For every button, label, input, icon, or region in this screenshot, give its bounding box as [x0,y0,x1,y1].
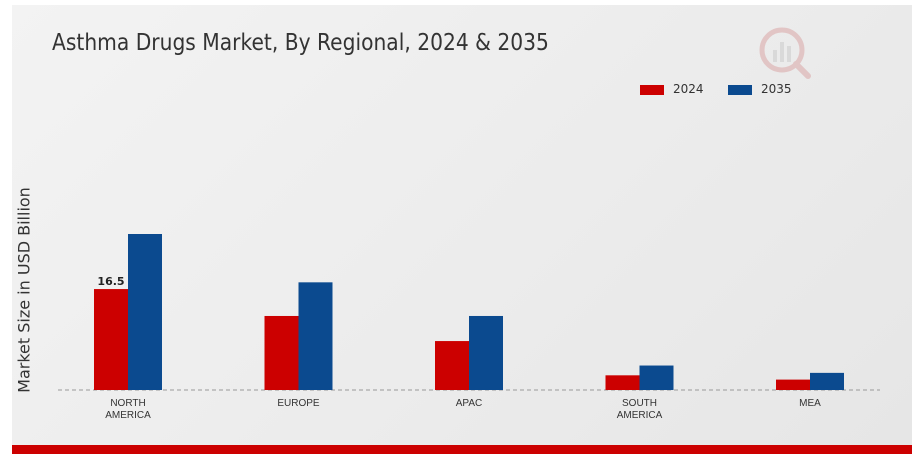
bar-2035-apac [469,315,503,390]
x-tick-label-north-america: NORTH AMERICA [105,398,151,421]
legend-swatch-2024 [640,85,664,95]
x-tick-label-south-america: SOUTH AMERICA [617,398,663,421]
x-tick-label-apac: APAC [456,398,483,409]
bar-2035-europe [298,282,333,390]
x-tick-label-mea: MEA [799,398,821,409]
bar-2035-south-america [639,365,674,390]
chart-title: Asthma Drugs Market, By Regional, 2024 &… [52,30,549,56]
bar-2024-apac [435,341,469,390]
brand-logo-icon [756,22,816,82]
legend-label-2035: 2035 [761,82,792,96]
bar-2024-north-america [94,289,128,390]
bar-2024-europe [264,315,299,390]
legend-label-2024: 2024 [673,82,704,96]
bar-2024-mea [776,379,810,390]
bar-2035-north-america [128,234,162,390]
bar-2035-mea [810,372,844,390]
legend-swatch-2035 [728,85,752,95]
data-label-2024-north-america: 16.5 [97,275,124,288]
bar-2024-south-america [605,375,640,390]
x-tick-label-europe: EUROPE [277,398,320,409]
bottom-accent-bar [12,445,912,454]
